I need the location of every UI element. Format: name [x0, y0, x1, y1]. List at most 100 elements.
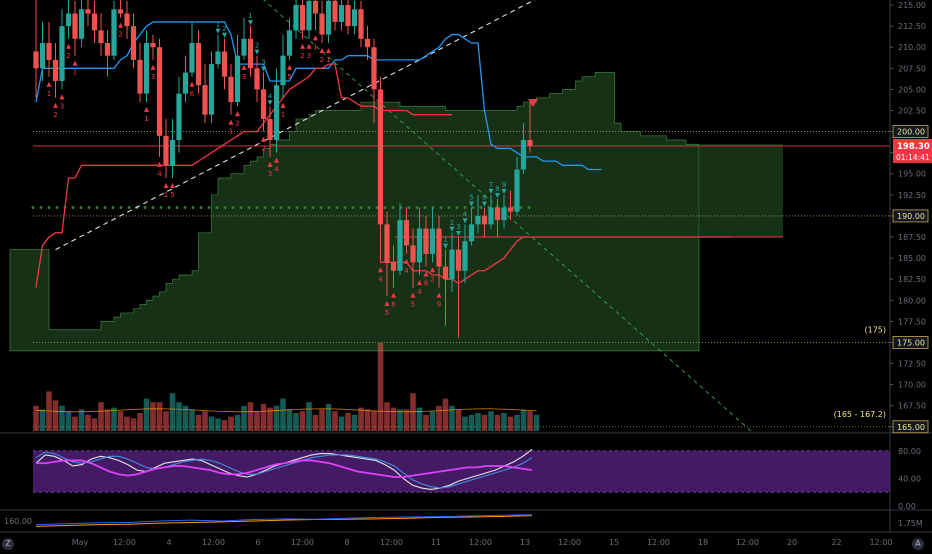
sell-setup-count: 3 [261, 59, 265, 67]
volume-bar [130, 418, 137, 431]
time-axis-label: 12:00 [291, 538, 314, 547]
time-axis-label: 22 [831, 538, 841, 547]
buy-setup-arrow [280, 102, 286, 108]
volume-bar [267, 407, 273, 431]
price-level-label-box [892, 336, 929, 349]
volume-bar [169, 393, 176, 431]
candle-body [85, 9, 91, 14]
candle-body [169, 140, 176, 166]
green-dot [191, 205, 195, 209]
candle-body [449, 249, 455, 280]
green-dot [295, 205, 299, 209]
volume-indicator-tick-label: 160.00 [4, 517, 32, 526]
volume-bar [234, 414, 241, 431]
price-tick-label: 212.50 [898, 22, 926, 31]
green-dot [423, 205, 427, 209]
sell-setup-arrow [501, 188, 507, 194]
auto-scale-button[interactable]: A [912, 538, 924, 550]
candle-body [299, 5, 306, 31]
buy-setup-arrow [59, 94, 65, 100]
buy-setup-count: 1 [73, 69, 77, 77]
buy-setup-arrow [144, 107, 149, 113]
price-tick-label: 170.00 [898, 381, 926, 390]
sell-setup-count: 2 [255, 42, 259, 50]
volume-bar [33, 405, 39, 431]
volume-bar [429, 411, 436, 431]
candle-body [195, 43, 202, 86]
volume-bar [215, 418, 221, 431]
volume-bar [514, 414, 520, 431]
volume-indicator-line [35, 514, 533, 526]
volume-bar [98, 402, 104, 431]
buy-setup-count: 8 [424, 280, 428, 288]
time-axis-label: 4 [166, 538, 171, 547]
buy-setup-arrow [66, 43, 71, 49]
volume-bar [533, 414, 540, 431]
green-dot [143, 205, 147, 209]
time-axis-label: 12:00 [469, 538, 492, 547]
green-dot [311, 205, 315, 209]
price-level-label: 175.00 [897, 338, 925, 347]
buy-setup-arrow [274, 157, 279, 163]
green-dot [447, 205, 451, 209]
price-tick-label: 205.00 [898, 85, 926, 94]
volume-bar [143, 398, 150, 431]
candle-body [306, 0, 312, 31]
oscillator-tick-label: 80.00 [898, 447, 921, 456]
volume-average-line [35, 408, 537, 413]
green-dot [175, 205, 179, 209]
sell-setup-arrow [482, 201, 487, 207]
green-dot [55, 205, 59, 209]
sell-setup-arrow [267, 100, 273, 106]
price-level-label-box [892, 209, 929, 223]
candle-body [228, 76, 234, 103]
volume-bar [156, 402, 163, 431]
sell-setup-arrow [456, 231, 461, 237]
zoom-button[interactable]: Z [2, 538, 14, 550]
green-dot [103, 205, 107, 209]
green-dot [151, 205, 155, 209]
candle-body [345, 5, 351, 27]
green-dot [199, 205, 203, 209]
sell-setup-arrow [261, 66, 266, 72]
green-dot [463, 205, 467, 209]
oscillator-line [36, 459, 533, 478]
buy-setup-arrow [384, 301, 390, 307]
sell-setup-arrow [248, 20, 253, 26]
buy-setup-arrow [326, 48, 331, 54]
buy-setup-count: 3 [268, 170, 272, 178]
candle-body [520, 140, 527, 170]
candle-body [332, 0, 338, 22]
buy-setup-count: 2 [300, 52, 304, 60]
buy-setup-count: 1 [164, 191, 168, 199]
candle-body [189, 43, 195, 73]
price-tick-label: 195.00 [898, 170, 926, 179]
buy-setup-count: 2 [261, 145, 265, 153]
cloud-area [9, 72, 700, 352]
volume-bar [507, 416, 514, 431]
buy-setup-arrow [417, 279, 422, 285]
volume-bar [436, 405, 442, 431]
volume-bar [91, 418, 98, 431]
candle-body [104, 43, 111, 56]
volume-bar [228, 416, 234, 431]
buy-setup-arrow [313, 35, 318, 41]
price-tick-label: 172.50 [898, 360, 926, 369]
buy-setup-count: 1 [229, 128, 233, 136]
green-dot [415, 205, 419, 209]
price-tick-label: 215.00 [898, 1, 926, 10]
candle-body [208, 64, 215, 115]
candle-body [221, 51, 228, 77]
candles[interactable] [33, 0, 533, 339]
sell-setup-count: 8 [495, 185, 499, 193]
buy-setup-arrow [228, 119, 234, 125]
volume-bars [33, 342, 540, 431]
buy-setup-arrow [267, 161, 273, 167]
candle-body [351, 9, 358, 27]
green-dot [519, 205, 523, 209]
buy-setup-count: 1 [313, 43, 317, 51]
oscillator-band [33, 450, 890, 493]
price-tick-label: 187.50 [898, 233, 926, 242]
